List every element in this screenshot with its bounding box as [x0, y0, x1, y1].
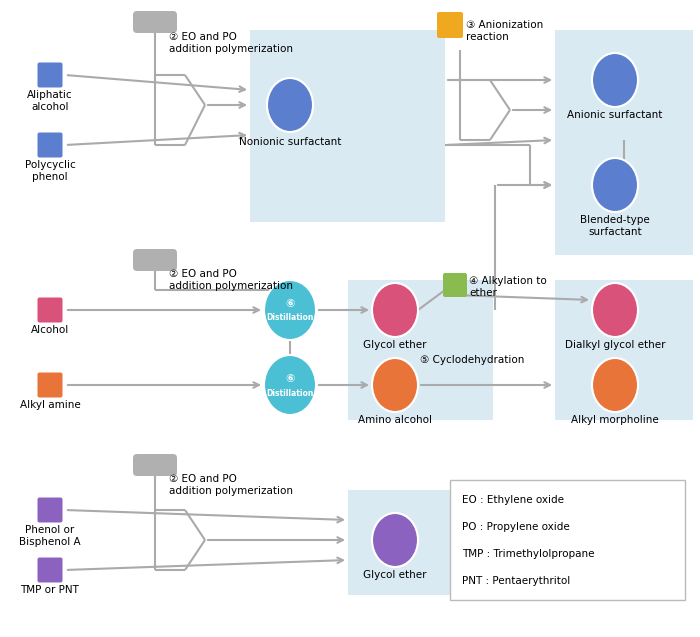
Text: Distillation: Distillation	[266, 389, 314, 397]
FancyBboxPatch shape	[38, 62, 62, 87]
Text: ② EO and PO
addition polymerization: ② EO and PO addition polymerization	[169, 474, 293, 496]
FancyBboxPatch shape	[38, 557, 62, 582]
FancyBboxPatch shape	[437, 12, 463, 38]
Ellipse shape	[372, 513, 418, 567]
Ellipse shape	[592, 283, 638, 337]
FancyBboxPatch shape	[555, 160, 693, 255]
FancyBboxPatch shape	[555, 30, 693, 160]
Text: ⑤ Cyclodehydration: ⑤ Cyclodehydration	[420, 355, 524, 365]
Ellipse shape	[592, 158, 638, 212]
Text: Alcohol: Alcohol	[31, 325, 69, 335]
Ellipse shape	[264, 355, 316, 415]
FancyBboxPatch shape	[38, 497, 62, 522]
Text: Dialkyl glycol ether: Dialkyl glycol ether	[565, 340, 665, 350]
Text: ② EO and PO
addition polymerization: ② EO and PO addition polymerization	[169, 269, 293, 290]
FancyBboxPatch shape	[555, 355, 693, 420]
Text: ④ Alkylation to
ether: ④ Alkylation to ether	[469, 276, 547, 298]
Ellipse shape	[372, 283, 418, 337]
Text: Nonionic surfactant: Nonionic surfactant	[239, 137, 341, 147]
FancyBboxPatch shape	[133, 11, 177, 33]
Text: ② EO and PO
addition polymerization: ② EO and PO addition polymerization	[169, 32, 293, 54]
Ellipse shape	[267, 78, 313, 132]
Text: EO : Ethylene oxide: EO : Ethylene oxide	[462, 495, 564, 505]
Text: Alkyl amine: Alkyl amine	[20, 400, 80, 410]
FancyBboxPatch shape	[555, 280, 693, 360]
Ellipse shape	[372, 358, 418, 412]
Text: Aliphatic
alcohol: Aliphatic alcohol	[27, 90, 73, 111]
Text: Amino alcohol: Amino alcohol	[358, 415, 432, 425]
Text: ⑥: ⑥	[286, 299, 295, 309]
FancyBboxPatch shape	[348, 490, 493, 595]
Text: Glycol ether: Glycol ether	[363, 340, 427, 350]
FancyBboxPatch shape	[443, 273, 467, 297]
FancyBboxPatch shape	[348, 280, 493, 360]
Ellipse shape	[264, 280, 316, 340]
FancyBboxPatch shape	[38, 132, 62, 157]
FancyBboxPatch shape	[133, 454, 177, 476]
Text: Blended-type
surfactant: Blended-type surfactant	[580, 215, 650, 236]
Text: ⑥: ⑥	[286, 374, 295, 384]
Text: Polycyclic
phenol: Polycyclic phenol	[25, 160, 76, 182]
FancyBboxPatch shape	[38, 373, 62, 397]
Text: PNT : Pentaerythritol: PNT : Pentaerythritol	[462, 576, 570, 586]
FancyBboxPatch shape	[38, 297, 62, 322]
Text: TMP : Trimethylolpropane: TMP : Trimethylolpropane	[462, 549, 594, 559]
Text: ③ Anionization
reaction: ③ Anionization reaction	[466, 20, 543, 41]
Text: Distillation: Distillation	[266, 313, 314, 322]
Text: Glycol ether: Glycol ether	[363, 570, 427, 580]
Text: Phenol or
Bisphenol A: Phenol or Bisphenol A	[19, 525, 80, 547]
Text: Alkyl morpholine: Alkyl morpholine	[571, 415, 659, 425]
Text: TMP or PNT: TMP or PNT	[20, 585, 79, 595]
Text: Anionic surfactant: Anionic surfactant	[567, 110, 663, 120]
Text: PO : Propylene oxide: PO : Propylene oxide	[462, 522, 570, 532]
Ellipse shape	[592, 358, 638, 412]
FancyBboxPatch shape	[348, 355, 493, 420]
FancyBboxPatch shape	[133, 249, 177, 271]
FancyBboxPatch shape	[450, 480, 685, 600]
FancyBboxPatch shape	[250, 30, 445, 222]
Ellipse shape	[592, 53, 638, 107]
